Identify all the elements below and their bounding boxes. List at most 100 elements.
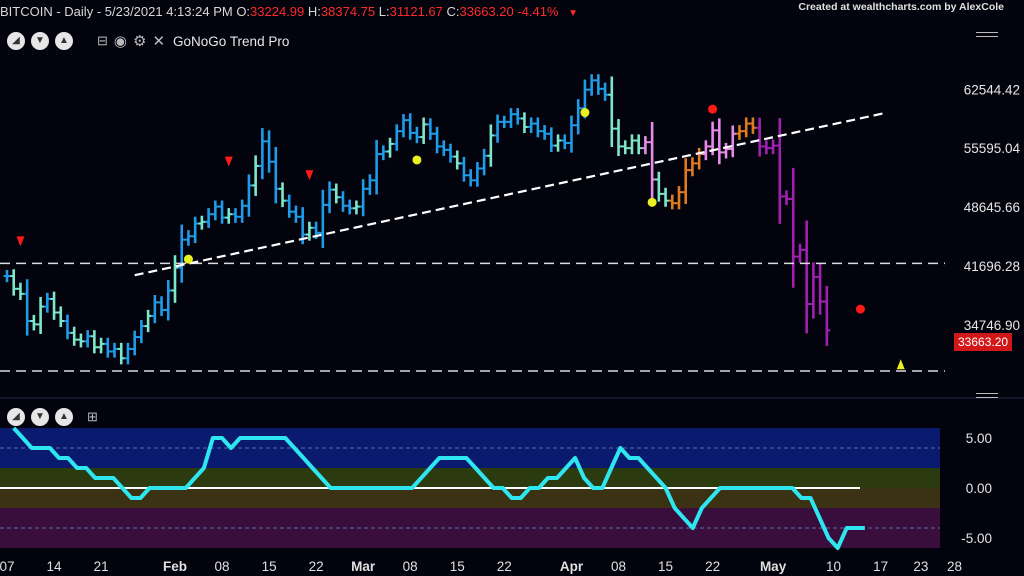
price-bar xyxy=(413,126,421,144)
price-bar xyxy=(205,208,213,228)
interval-label[interactable]: Daily xyxy=(64,4,94,19)
price-bar xyxy=(796,243,804,263)
price-bar xyxy=(379,145,387,161)
price-bar xyxy=(816,263,824,315)
close-icon[interactable]: ✕ xyxy=(152,33,166,50)
price-bar xyxy=(184,230,192,246)
price-bar xyxy=(601,82,609,101)
time-axis-tick: 07 xyxy=(0,559,15,574)
price-bar xyxy=(359,179,367,217)
price-bar xyxy=(809,262,817,319)
price-bar xyxy=(97,337,105,354)
signal-up-triangle xyxy=(896,359,905,370)
price-bar xyxy=(332,183,340,204)
price-bar xyxy=(373,139,381,195)
oscillator-axis-tick: -5.00 xyxy=(961,531,992,546)
price-bar xyxy=(319,189,327,248)
symbol-label[interactable]: BITCOIN xyxy=(0,4,53,19)
collapse-icon[interactable]: ⊟ xyxy=(97,33,108,48)
oscillator-axis-tick: 5.00 xyxy=(966,431,992,446)
price-bar xyxy=(352,200,360,215)
chevron-down-icon[interactable]: ▼ xyxy=(31,32,49,50)
open-value: 33224.99 xyxy=(250,4,305,19)
price-bar xyxy=(702,140,710,161)
time-axis-tick: Mar xyxy=(351,559,376,574)
price-bar xyxy=(178,224,186,283)
chevron-down-icon[interactable]: ▼ xyxy=(31,408,49,426)
price-bar xyxy=(722,142,730,159)
price-bar xyxy=(460,156,468,182)
price-bar xyxy=(171,255,179,303)
time-axis-tick: Apr xyxy=(560,559,584,574)
price-bar xyxy=(641,136,649,155)
price-bar xyxy=(695,147,703,170)
price-bar xyxy=(37,296,45,334)
time-axis-tick: 17 xyxy=(873,559,888,574)
price-bar xyxy=(3,269,11,283)
price-bar xyxy=(393,124,401,151)
signal-dot xyxy=(708,104,718,114)
signal-dot xyxy=(412,155,422,165)
price-bar xyxy=(272,147,280,204)
price-bar xyxy=(137,319,145,344)
price-bar xyxy=(346,199,354,215)
price-bar xyxy=(534,117,542,138)
oscillator-line xyxy=(12,426,865,550)
price-bar xyxy=(16,282,24,300)
current-price-tag: 33663.20 xyxy=(954,333,1013,351)
price-bar xyxy=(238,199,246,223)
price-bar xyxy=(258,128,266,180)
credit-text: Created at wealthcharts.com by AlexCole xyxy=(798,1,1004,13)
price-bar xyxy=(480,148,488,176)
price-bar xyxy=(487,124,495,167)
pane-resize-icon[interactable] xyxy=(976,393,998,401)
time-axis-tick: 15 xyxy=(450,559,465,574)
price-bar xyxy=(399,114,407,138)
price-bar xyxy=(628,134,636,155)
price-bar xyxy=(30,314,38,331)
time-axis-tick: 22 xyxy=(705,559,720,574)
price-bar xyxy=(453,150,461,170)
indicator-legend: ⊟ ◉ ⚙ ✕ GoNoGo Trend Pro xyxy=(97,32,289,50)
price-bar xyxy=(615,119,623,157)
price-bar xyxy=(682,158,690,205)
price-bar xyxy=(426,118,434,140)
price-bar xyxy=(164,279,172,321)
indicator-name: GoNoGo Trend Pro xyxy=(173,33,290,49)
price-bar xyxy=(783,190,791,206)
gear-icon[interactable]: ⚙ xyxy=(133,33,147,50)
price-axis-tick: 34746.90 xyxy=(964,318,1020,333)
price-bar xyxy=(245,174,253,217)
menu-icon[interactable] xyxy=(976,32,998,40)
price-bar xyxy=(715,118,723,165)
signal-dot xyxy=(580,108,590,118)
price-bar xyxy=(776,118,784,224)
expand-icon[interactable]: ⊞ xyxy=(87,409,98,424)
time-axis-tick: 22 xyxy=(497,559,512,574)
change-percent: -4.41% xyxy=(513,4,559,19)
eye-icon[interactable]: ◉ xyxy=(113,33,127,50)
price-bar xyxy=(198,215,206,230)
price-bar xyxy=(823,285,831,346)
price-bar xyxy=(191,216,199,244)
price-bar xyxy=(10,269,18,296)
high-value: 38374.75 xyxy=(320,4,376,19)
price-bar xyxy=(688,157,696,177)
osc-band-weak-go xyxy=(0,468,940,488)
chevron-up-icon[interactable]: ▲ xyxy=(55,32,73,50)
drag-handle-icon[interactable]: ◢ xyxy=(7,408,25,426)
price-bar xyxy=(23,279,31,336)
price-bar xyxy=(111,342,119,358)
drag-handle-icon[interactable]: ◢ xyxy=(7,32,25,50)
signal-down-triangle xyxy=(305,170,314,181)
price-bar xyxy=(789,167,797,288)
price-bar xyxy=(527,117,535,134)
header-separator: - xyxy=(93,4,105,19)
price-bar xyxy=(749,117,757,134)
chevron-up-icon[interactable]: ▲ xyxy=(55,408,73,426)
price-bar xyxy=(729,125,737,158)
time-axis-tick: May xyxy=(760,559,787,574)
price-bar xyxy=(594,74,602,95)
time-axis-tick: 15 xyxy=(262,559,277,574)
